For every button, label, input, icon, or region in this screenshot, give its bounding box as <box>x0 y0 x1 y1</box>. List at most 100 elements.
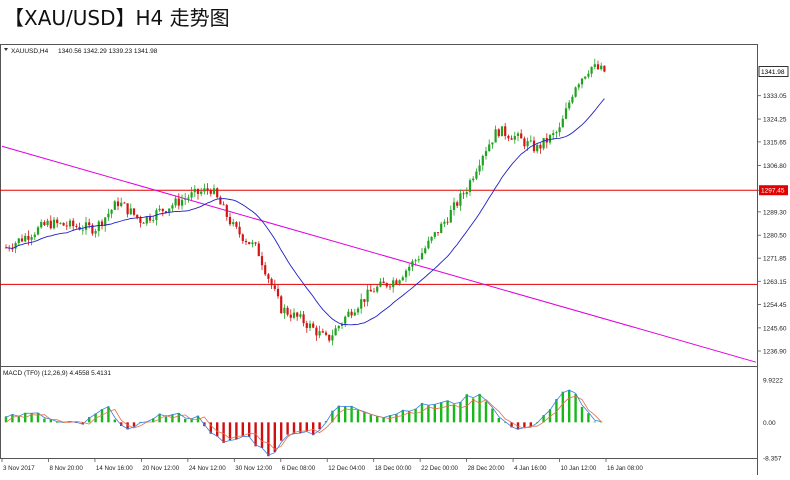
candle-bull <box>184 198 187 200</box>
candle-bear <box>132 208 136 215</box>
candle-bear <box>196 188 200 194</box>
macd-bar-up <box>36 412 40 423</box>
candle-bear <box>507 136 510 139</box>
candle-bull <box>433 232 436 237</box>
macd-signal-line <box>5 395 602 450</box>
macd-bar-down <box>260 422 264 449</box>
candle-bull <box>59 222 62 224</box>
candle-bear <box>228 216 232 225</box>
candle-bull <box>174 198 177 206</box>
candle-bear <box>238 226 241 235</box>
candle-bull <box>558 127 561 133</box>
candle-bull <box>46 220 49 226</box>
candle-bear <box>446 221 449 223</box>
macd-bar-up <box>17 416 20 423</box>
candle-bull <box>408 266 411 271</box>
candle-bull <box>430 236 433 241</box>
time-tick-label: 3 Nov 2017 <box>3 465 35 472</box>
candle-bull <box>542 138 545 149</box>
candle-bear <box>123 202 126 204</box>
macd-bar-down <box>120 422 123 426</box>
candle-bear <box>328 334 331 341</box>
macd-bar-up <box>427 405 430 423</box>
candle-bull <box>494 129 497 143</box>
candle-bull <box>440 223 443 234</box>
candle-bull <box>180 199 184 206</box>
candle-bull <box>593 64 596 67</box>
candle-bull <box>190 192 193 198</box>
macd-bar-up <box>177 412 180 423</box>
macd-bar-up <box>56 422 59 423</box>
macd-bar-down <box>216 422 219 437</box>
candle-bull <box>452 202 456 211</box>
candle-bull <box>232 222 235 225</box>
candle-bear <box>209 190 212 194</box>
candle-bull <box>94 230 97 234</box>
candle-bull <box>536 144 539 152</box>
macd-bar-up <box>478 393 481 423</box>
macd-tick-label: -8.357 <box>763 456 782 463</box>
time-tick-label: 14 Nov 16:00 <box>96 465 133 472</box>
candle-bear <box>241 234 244 241</box>
macd-bar-up <box>113 419 116 423</box>
candle-bull <box>334 328 337 336</box>
price-tick-label: 1315.65 <box>763 139 787 146</box>
macd-bar-up <box>497 417 500 423</box>
candle-bear <box>539 144 542 149</box>
macd-bar-up <box>11 414 14 423</box>
candle-bull <box>491 142 494 145</box>
candle-bear <box>395 280 398 284</box>
time-tick-label: 20 Nov 12:00 <box>142 465 179 472</box>
annotation-lines <box>0 145 757 363</box>
candle-bear <box>161 208 164 212</box>
candle-bear <box>20 238 24 242</box>
candle-bull <box>33 234 36 238</box>
current-price-label: 1341.98 <box>761 69 785 76</box>
candle-bull <box>360 299 363 309</box>
macd-bar-up <box>548 409 552 423</box>
candle-bull <box>481 155 484 166</box>
macd-bar-down <box>273 422 276 453</box>
macd-bar-down <box>267 422 270 457</box>
macd-bar-up <box>164 416 168 423</box>
macd-bar-up <box>4 416 8 423</box>
candle-bear <box>302 314 305 324</box>
candle-bear <box>312 323 315 328</box>
macd-bar-up <box>68 421 72 423</box>
chart-ohlc: 1340.56 1342.29 1339.23 1341.98 <box>58 48 158 55</box>
candle-bull <box>212 188 216 194</box>
candle-bull <box>376 286 379 292</box>
candle-bear <box>62 222 65 226</box>
candle-bear <box>372 291 376 293</box>
candle-bear <box>497 129 500 137</box>
candle-bull <box>129 208 132 215</box>
chart-window[interactable]: XAUUSD,H4 1340.56 1342.29 1339.23 1341.9… <box>0 44 790 475</box>
chart-symbol: XAUUSD,H4 <box>11 48 49 55</box>
candle-bear <box>456 202 459 206</box>
candle-bull <box>68 220 72 227</box>
candle-bear <box>43 222 46 226</box>
macd-bar-up <box>158 413 161 423</box>
current-price-tag <box>758 66 789 77</box>
macd-bar-up <box>107 406 110 423</box>
candle-bull <box>414 260 417 262</box>
candle-bull <box>401 277 404 281</box>
candle-bull <box>417 259 420 261</box>
candle-bear <box>305 323 308 328</box>
candle-bear <box>235 222 238 227</box>
candle-bull <box>574 87 577 97</box>
level-price-label: 1297.45 <box>761 188 785 195</box>
candle-bull <box>500 126 504 137</box>
candle-bear <box>504 126 507 137</box>
time-tick-label: 22 Dec 00:00 <box>421 465 458 472</box>
candle-bull <box>580 78 584 85</box>
candle-bear <box>49 220 52 229</box>
macd-bar-down <box>280 422 283 441</box>
candle-bull <box>366 289 369 302</box>
price-chart-svg[interactable]: XAUUSD,H4 1340.56 1342.29 1339.23 1341.9… <box>0 44 790 475</box>
time-tick-label: 16 Jan 08:00 <box>607 465 643 472</box>
collapse-triangle-icon[interactable] <box>4 48 8 51</box>
candle-bull <box>120 202 123 207</box>
candle-bull <box>158 208 161 211</box>
candle-bear <box>72 220 75 227</box>
